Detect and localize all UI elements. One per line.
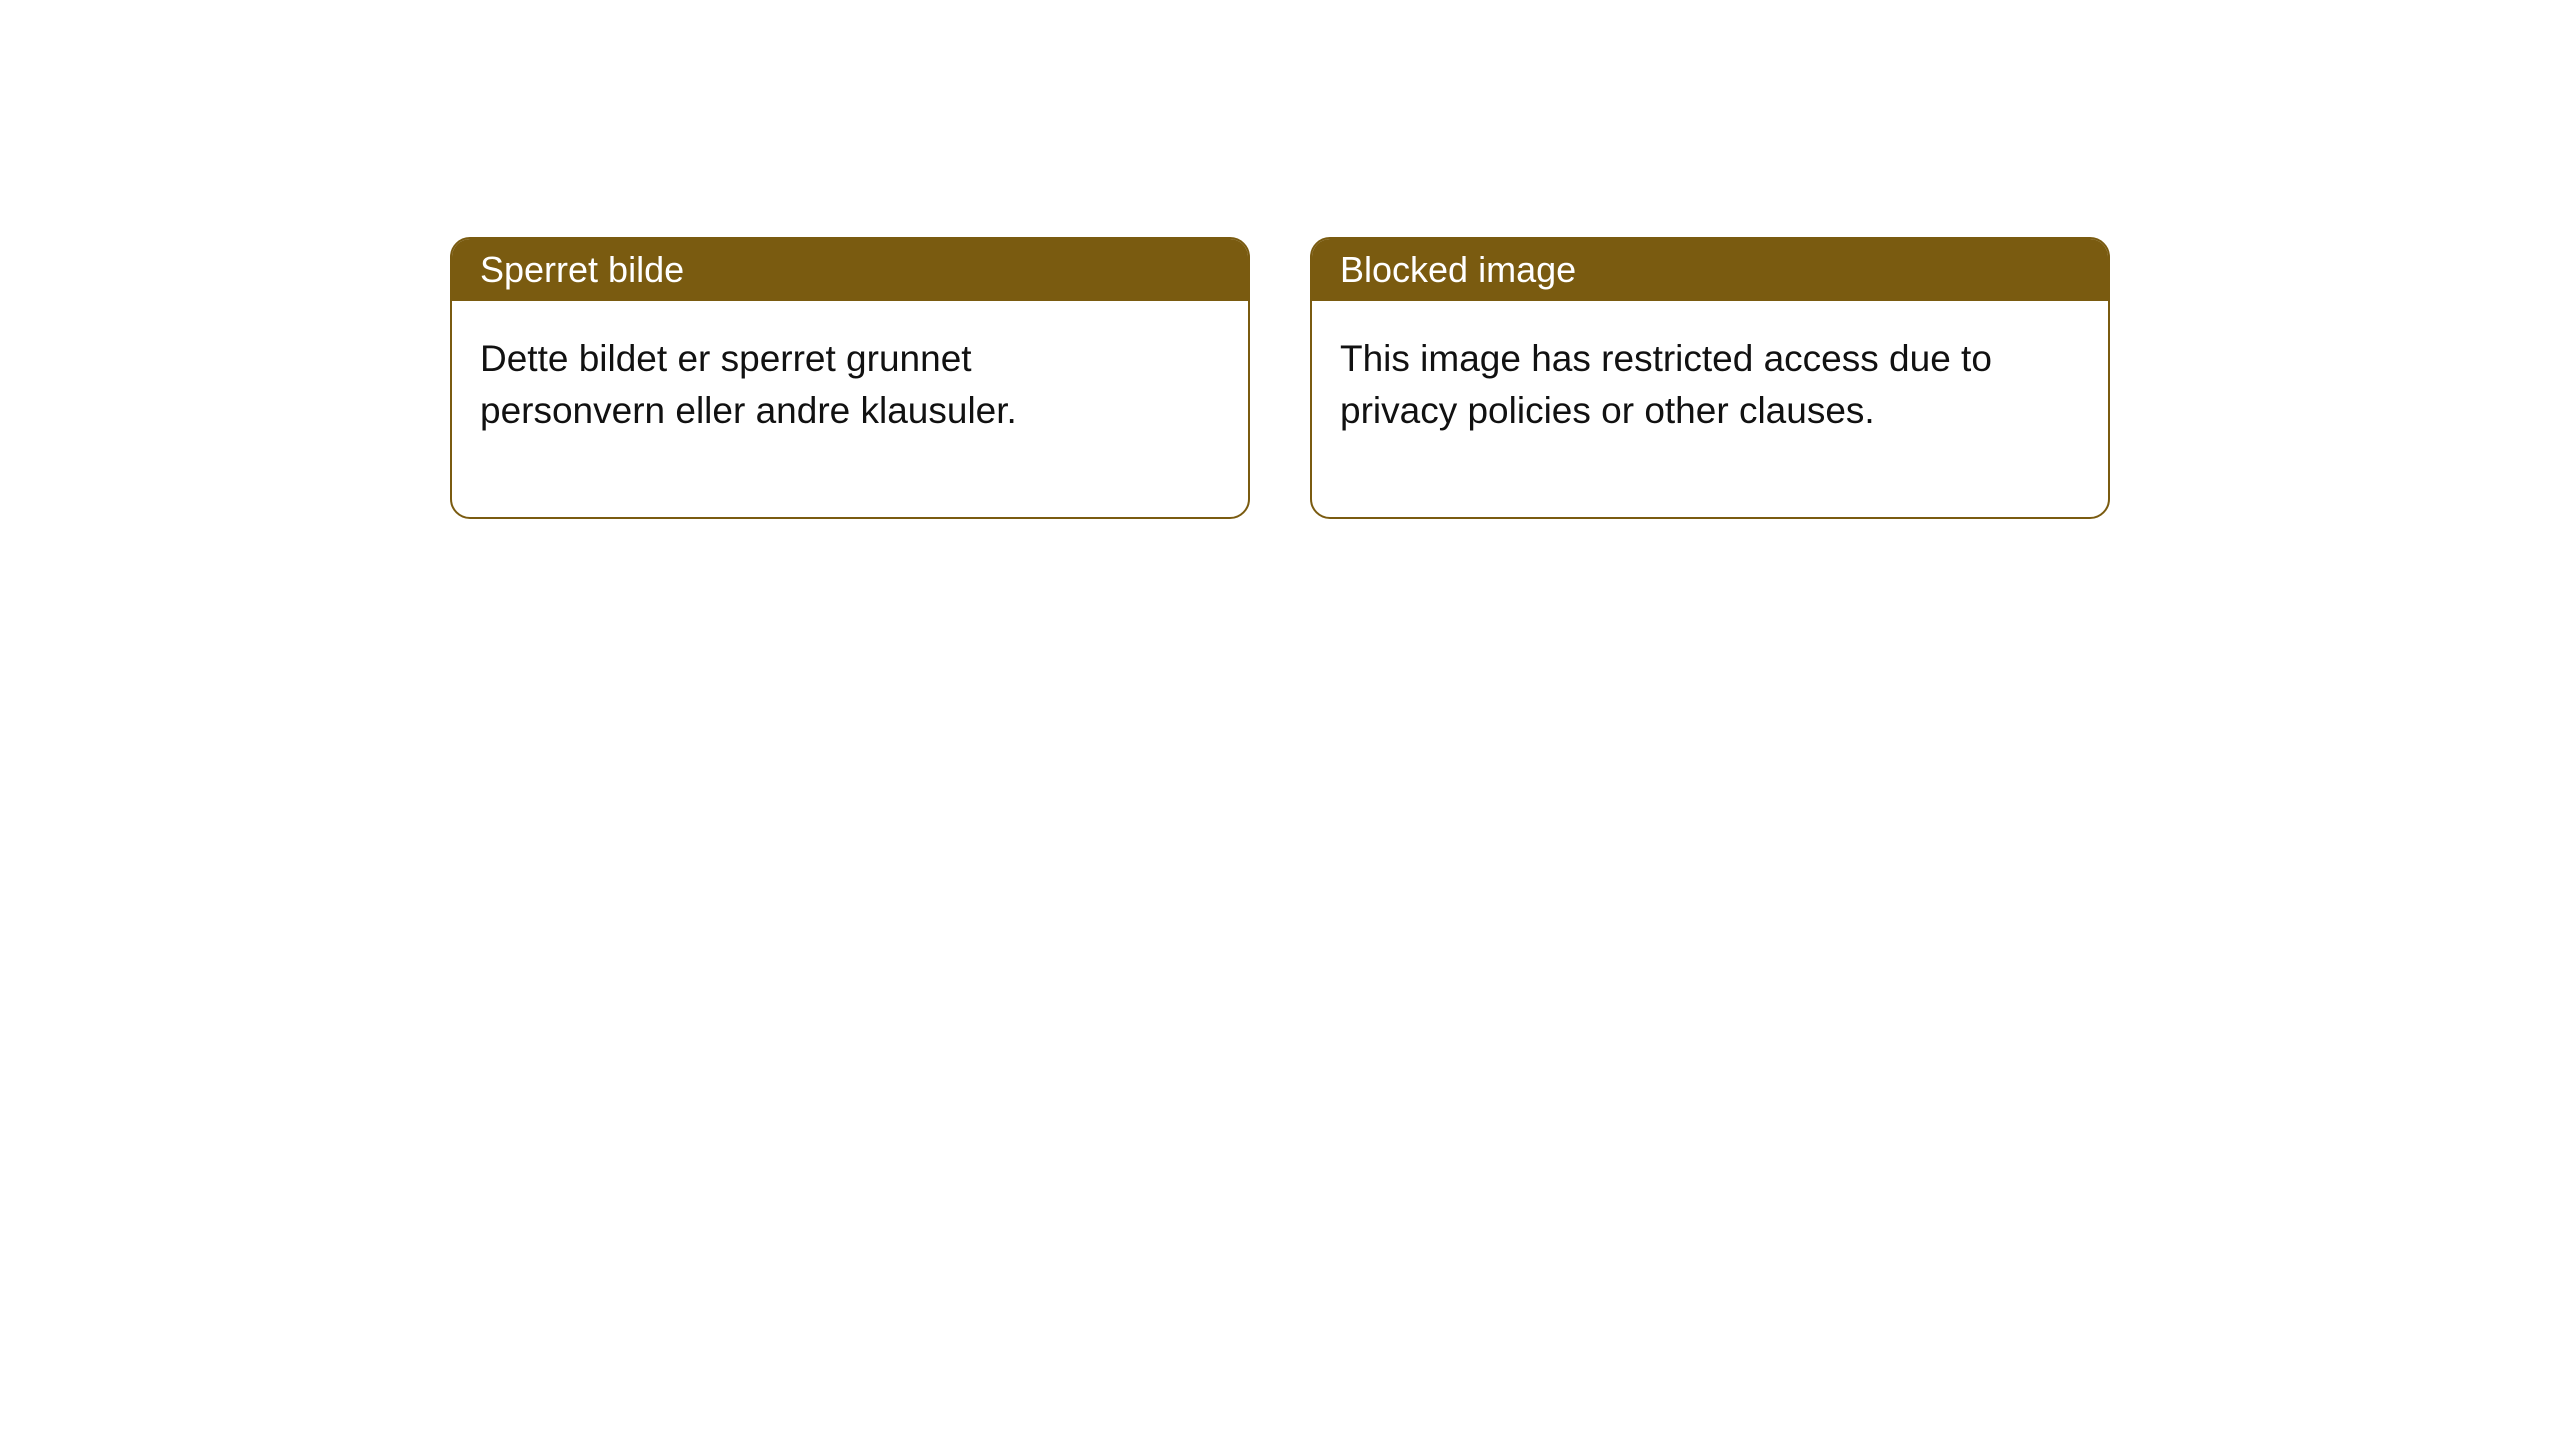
card-body: This image has restricted access due to … (1312, 301, 2032, 517)
notice-card-english: Blocked image This image has restricted … (1310, 237, 2110, 519)
notice-container: Sperret bilde Dette bildet er sperret gr… (450, 237, 2110, 519)
notice-card-norwegian: Sperret bilde Dette bildet er sperret gr… (450, 237, 1250, 519)
card-body: Dette bildet er sperret grunnet personve… (452, 301, 1172, 517)
card-header: Blocked image (1312, 239, 2108, 301)
card-header: Sperret bilde (452, 239, 1248, 301)
